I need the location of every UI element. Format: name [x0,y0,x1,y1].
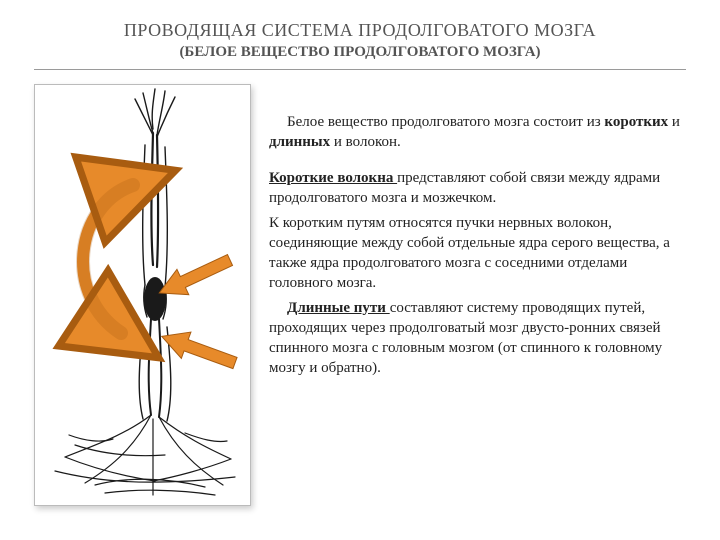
p1-mid: и [668,114,680,130]
title-sub: (БЕЛОЕ ВЕЩЕСТВО ПРОДОЛГОВАТОГО МОЗГА) [34,42,686,62]
pointer-arrows-icon [35,85,250,505]
spacer [269,156,686,164]
slide: ПРОВОДЯЩАЯ СИСТЕМА ПРОДОЛГОВАТОГО МОЗГА … [0,0,720,540]
paragraph-intro: Белое вещество продолговатого мозга сост… [269,112,686,153]
paragraph-long-paths: Длинные пути составляют систему проводящ… [269,298,686,379]
paragraph-short-fibers: Короткие волокна представляют собой связ… [269,168,686,209]
term-short-fibers: Короткие волокна [269,170,397,186]
title-block: ПРОВОДЯЩАЯ СИСТЕМА ПРОДОЛГОВАТОГО МОЗГА … [34,18,686,63]
content-row: Белое вещество продолговатого мозга сост… [34,84,686,506]
title-main: ПРОВОДЯЩАЯ СИСТЕМА ПРОДОЛГОВАТОГО МОЗГА [34,18,686,42]
p1-lead: Белое вещество продолговатого мозга сост… [287,114,604,130]
title-rule [34,69,686,70]
anatomy-figure [34,84,251,506]
p1-tail: и волокон. [330,134,401,150]
p1-term-short: коротких [604,114,668,130]
p1-term-long: длинных [269,134,330,150]
body-text: Белое вещество продолговатого мозга сост… [269,84,686,506]
term-long-paths: Длинные пути [287,300,390,316]
paragraph-short-paths: К коротким путям относятся пучки нервных… [269,213,686,294]
